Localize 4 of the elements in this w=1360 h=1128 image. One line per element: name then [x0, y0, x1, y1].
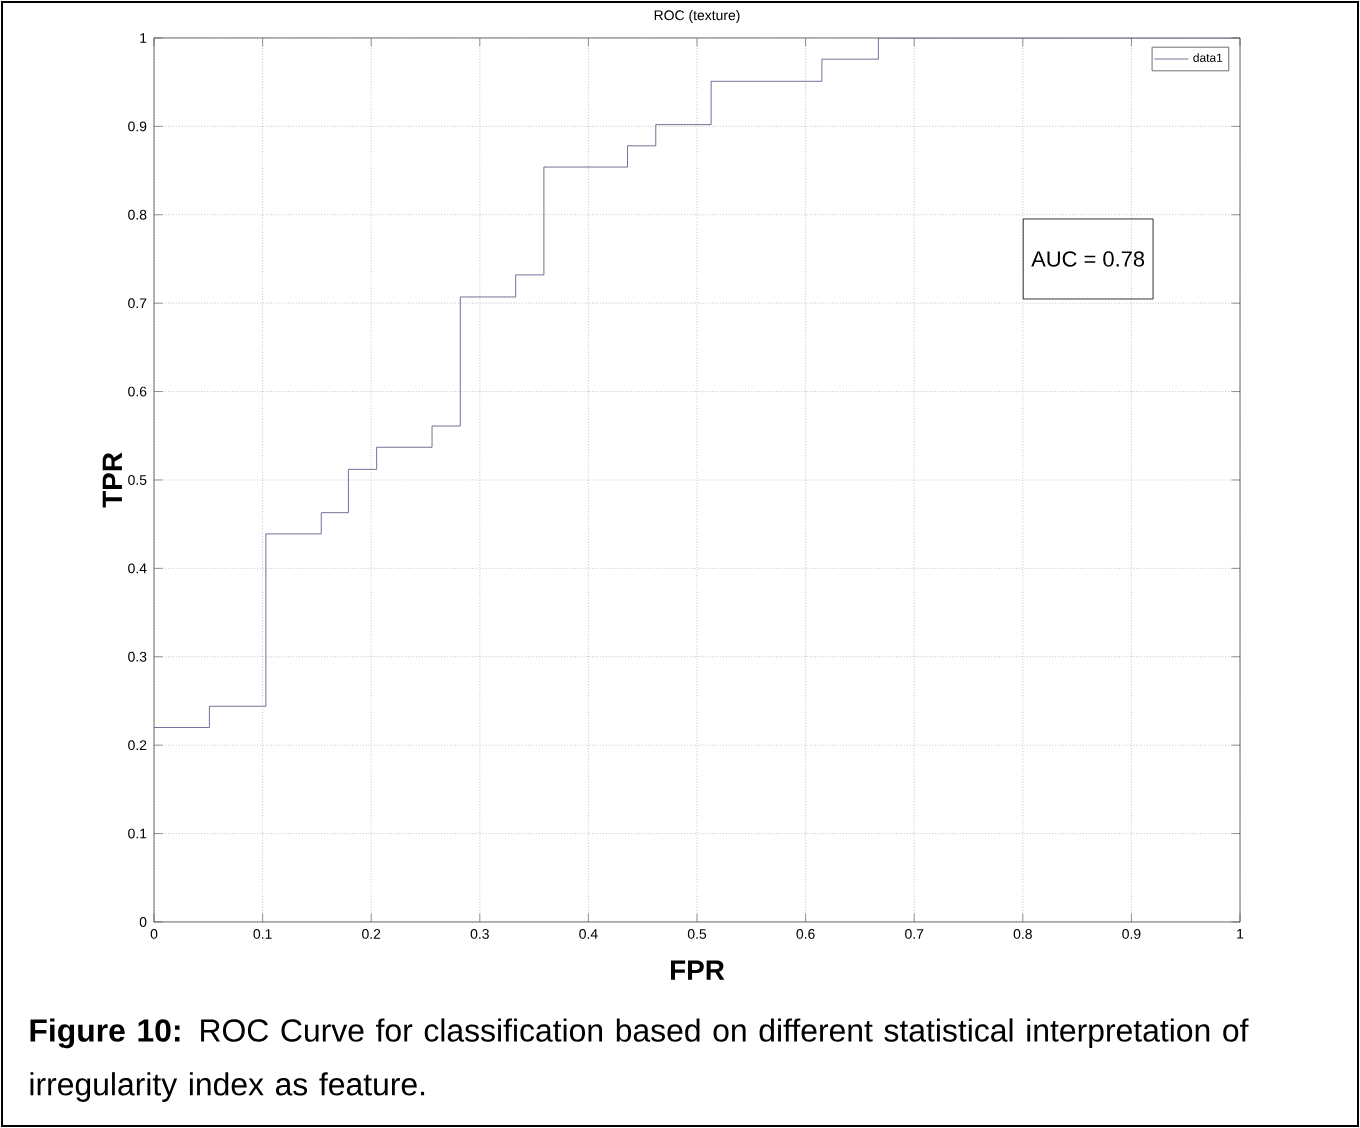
- y-axis-title: TPR: [102, 452, 122, 508]
- x-axis-title: FPR: [671, 960, 725, 980]
- text: Figure 10: ROC Curve for classification based on different statistical interpretation of irregularity index as feature.: [30, 1018, 1249, 1102]
- annotation: AUC = 0.78: [1031, 251, 1145, 267]
